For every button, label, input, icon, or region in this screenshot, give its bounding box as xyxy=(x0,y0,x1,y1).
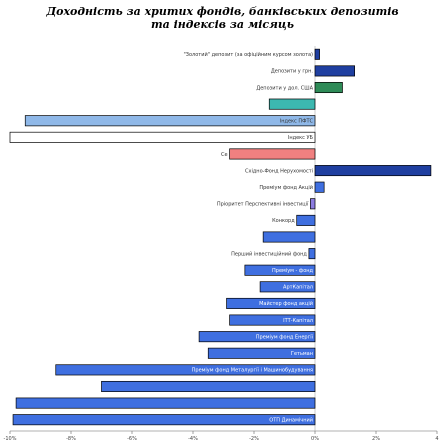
bar-1 xyxy=(314,65,356,77)
bar-8 xyxy=(314,181,325,193)
chart-title-line1: Доходність за хрuтих фондів, банківських… xyxy=(46,5,399,18)
bar-9 xyxy=(310,198,316,210)
bar-17 xyxy=(198,331,316,343)
x-tick-label-6: 2% xyxy=(372,436,380,442)
bar-4 xyxy=(24,115,316,127)
bar-6 xyxy=(229,148,316,160)
bar-label-16: ІТТ-Капітал xyxy=(283,318,313,324)
bar-label-19: Преміум фонд Металургії і Машинобудуванн… xyxy=(192,368,313,374)
bar-7 xyxy=(314,165,432,177)
bar-label-13: Преміум - фонд xyxy=(272,268,313,274)
x-tick-label-3: -4% xyxy=(188,436,198,442)
bar-label-8: Преміум фонд Акцій xyxy=(259,184,313,191)
bar-20 xyxy=(101,380,316,392)
bar-10 xyxy=(296,214,316,226)
bar-2 xyxy=(314,82,343,94)
bar-0 xyxy=(314,48,320,60)
bar-label-6: Се xyxy=(221,152,228,158)
x-tick-label-4: -2% xyxy=(249,436,259,442)
x-tick-label-5: 0% xyxy=(311,436,319,442)
bar-5 xyxy=(9,131,316,143)
bar-label-22: ОТП Динамічний xyxy=(269,416,313,423)
bar-22 xyxy=(12,414,316,426)
bar-15 xyxy=(226,297,316,309)
x-tick-label-2: -6% xyxy=(127,436,137,442)
bar-18 xyxy=(207,347,316,359)
bar-label-18: Гетьман xyxy=(291,351,313,357)
bar-label-7: Східно-Фонд Нерухомості xyxy=(245,168,313,174)
bar-12 xyxy=(308,248,316,260)
bar-13 xyxy=(244,264,316,276)
bar-11 xyxy=(262,231,316,243)
bar-16 xyxy=(229,314,316,326)
bar-21 xyxy=(15,397,316,409)
bar-label-10: Конкорд xyxy=(272,218,295,224)
bar-label-0: "Золотий" депозит (за офіційним курсом з… xyxy=(183,51,313,58)
bar-label-14: АртКапітал xyxy=(283,285,313,291)
bar-14 xyxy=(259,281,316,293)
bar-19 xyxy=(55,364,316,376)
bar-label-9: Пріоритет Перспективні інвестиції xyxy=(217,202,309,208)
bar-label-5: Індекс УБ xyxy=(288,135,314,141)
x-tick-label-7: 4 xyxy=(435,436,438,442)
x-tick-label-0: -10% xyxy=(4,436,17,442)
bar-label-15: Майстер фонд акцій xyxy=(259,300,313,307)
bar-label-1: Депозити у грн. xyxy=(271,69,314,75)
bar-3 xyxy=(268,98,316,110)
chart-title-line2: та індексів за місяць xyxy=(151,18,294,31)
x-tick-label-1: -8% xyxy=(66,436,76,442)
bar-label-12: Перший інвестиційний фонд xyxy=(231,250,307,257)
bar-label-17: Преміум фонд Енергії xyxy=(256,334,314,340)
bar-label-2: Депозити у дол. США xyxy=(256,85,313,91)
bar-label-4: Індекс ПФТС xyxy=(280,119,314,125)
